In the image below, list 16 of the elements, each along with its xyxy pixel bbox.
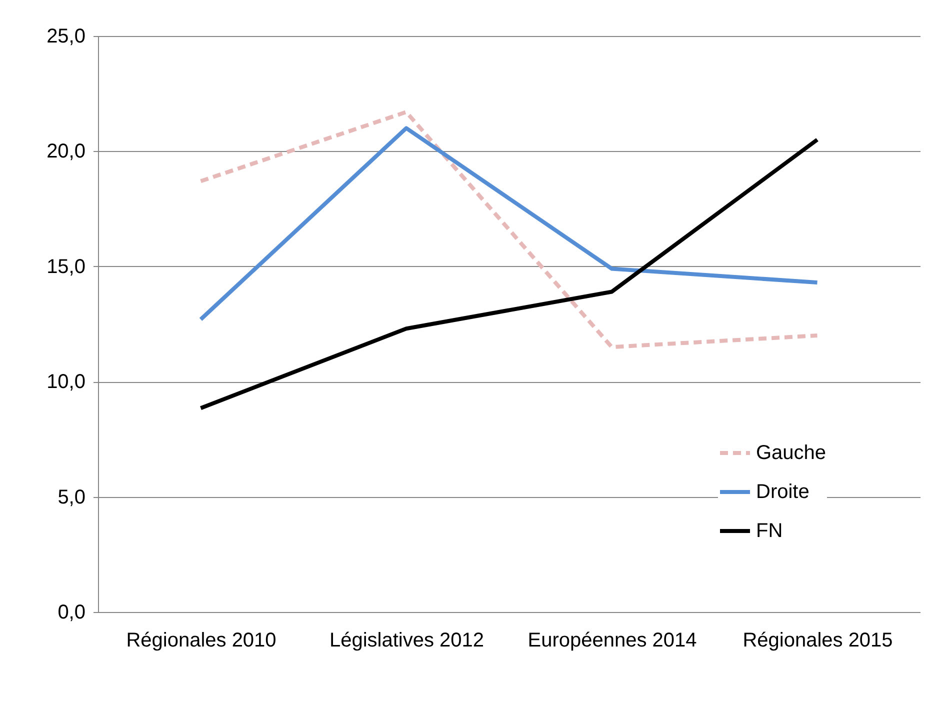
legend-label: FN [756, 520, 783, 542]
legend-label: Droite [756, 481, 810, 503]
line-series [198, 126, 820, 322]
y-tick-label: 15,0 [46, 256, 86, 278]
y-tick-label: 5,0 [58, 486, 86, 508]
line-series [198, 138, 820, 410]
x-tick-label: Européennes 2014 [528, 630, 697, 652]
line-series [198, 110, 820, 350]
y-tick-label: 25,0 [46, 26, 86, 48]
x-tick-label: Régionales 2015 [742, 630, 893, 652]
x-tick-label: Régionales 2010 [126, 630, 276, 652]
x-tick-label: Législatives 2012 [329, 630, 484, 652]
y-tick-label: 0,0 [58, 602, 86, 624]
y-tick-label: 10,0 [46, 371, 86, 394]
legend-label: Gauche [756, 442, 826, 464]
y-tick-label: 20,0 [46, 140, 86, 163]
